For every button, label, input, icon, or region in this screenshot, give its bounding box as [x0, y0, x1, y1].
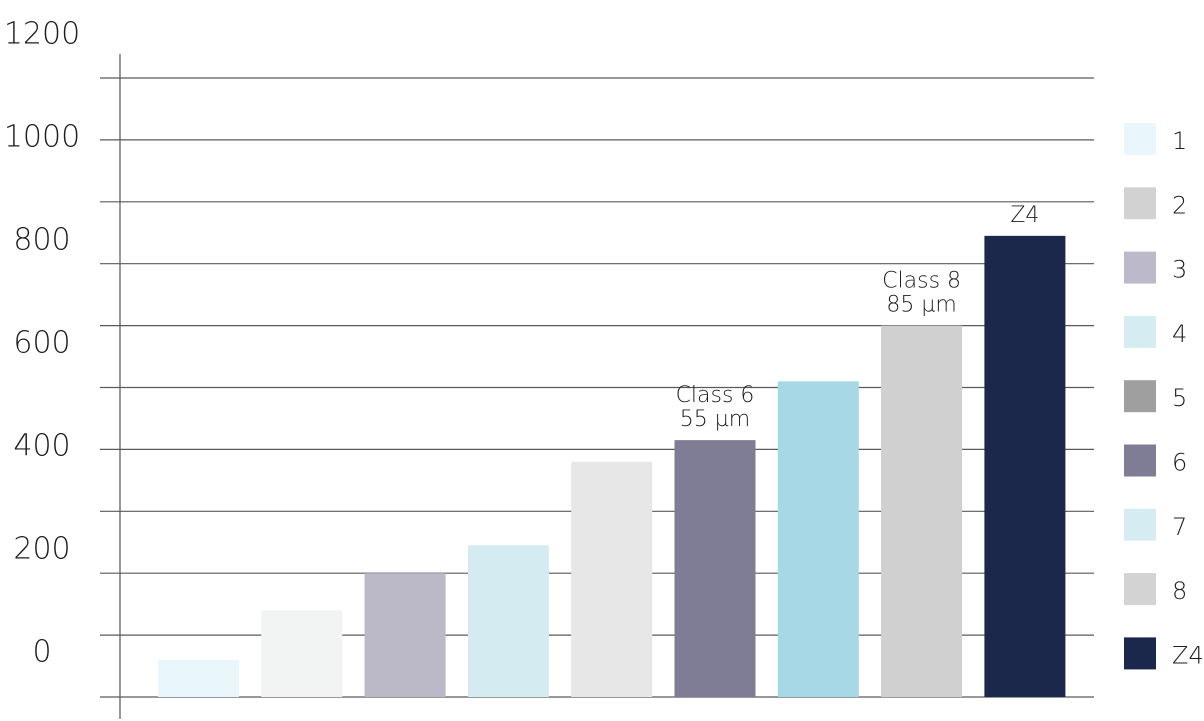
y-tick-label: 1200 — [4, 17, 80, 52]
legend-swatch — [1124, 251, 1156, 284]
y-tick-label: 200 — [13, 532, 70, 567]
bar-annotation: 55 µm — [680, 407, 750, 432]
legend-swatch — [1124, 444, 1156, 477]
legend-label: 3 — [1172, 256, 1187, 284]
y-tick-label: 800 — [13, 223, 70, 258]
bars — [158, 235, 1066, 697]
bar-4 — [467, 545, 549, 697]
legend: 1 2 3 4 5 6 7 8 Z4 — [1124, 123, 1204, 670]
bar-Z4 — [984, 235, 1066, 697]
legend-label: 6 — [1172, 449, 1187, 477]
legend-swatch — [1124, 508, 1156, 541]
legend-swatch — [1124, 315, 1156, 348]
legend-label: 4 — [1172, 320, 1187, 348]
bar-8 — [881, 325, 963, 697]
y-tick-labels: 1200 1000 800 600 400 200 0 — [4, 17, 80, 670]
legend-swatch — [1124, 637, 1156, 670]
legend-swatch — [1124, 123, 1156, 155]
bar-annotation: Z4 — [1010, 203, 1039, 228]
legend-label: 1 — [1172, 127, 1187, 155]
legend-label: 7 — [1172, 513, 1187, 541]
legend-label: 2 — [1172, 191, 1187, 219]
bar-6 — [674, 440, 756, 697]
legend-label: 5 — [1172, 384, 1187, 412]
bar-5 — [571, 461, 653, 697]
bar-2 — [261, 610, 343, 697]
legend-label: Z4 — [1172, 641, 1204, 669]
bar-7 — [777, 381, 859, 697]
legend-label: 8 — [1172, 577, 1187, 605]
legend-swatch — [1124, 573, 1156, 606]
legend-swatch — [1124, 380, 1156, 413]
bar-annotation: 85 µm — [886, 293, 956, 318]
bar-annotation: Class 8 — [882, 269, 961, 294]
y-tick-label: 600 — [13, 326, 70, 361]
y-tick-label: 400 — [13, 429, 70, 464]
y-tick-label: 1000 — [4, 120, 80, 155]
bar-annotations: Class 655 µm Class 885 µm Z4 — [676, 203, 1040, 432]
bar-annotation: Class 6 — [676, 383, 755, 408]
bar-1 — [158, 659, 239, 697]
y-tick-label: 0 — [32, 635, 51, 670]
bar-3 — [364, 573, 446, 697]
legend-swatch — [1124, 187, 1156, 220]
